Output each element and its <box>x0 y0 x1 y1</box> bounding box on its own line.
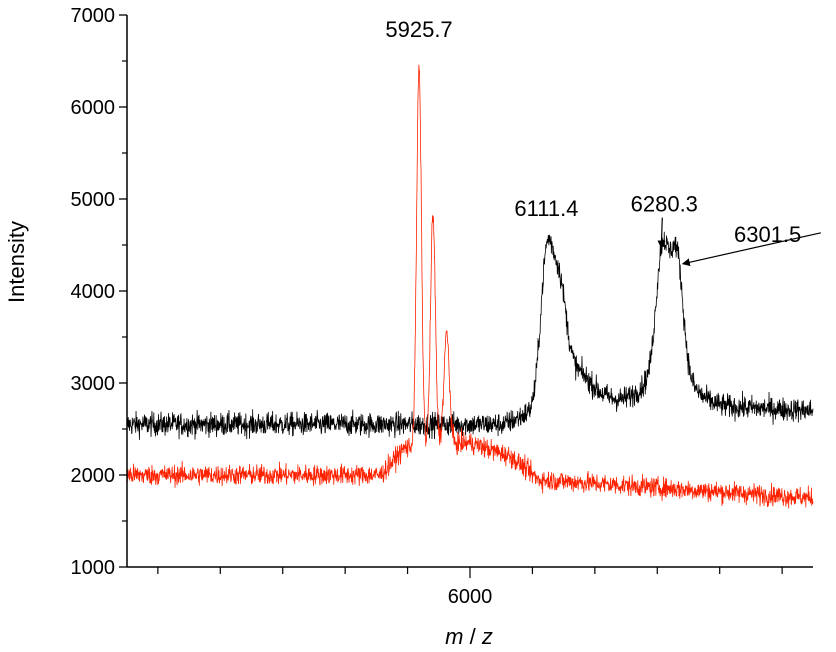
y-tick-label: 1000 <box>71 557 116 579</box>
x-axis-label: m / z <box>445 624 493 649</box>
x-axis-label-m: m <box>445 624 463 649</box>
y-tick-label: 5000 <box>71 189 116 211</box>
y-tick-label: 6000 <box>71 97 116 119</box>
annotation-arrow <box>657 217 666 249</box>
axes: 1000 2000 3000 4000 5000 6000 7000 6000 <box>71 5 813 608</box>
y-tick-label: 2000 <box>71 465 116 487</box>
peak-label: 6301.5 <box>734 222 801 247</box>
x-axis-label-z: z <box>481 624 493 649</box>
annotation-arrow <box>681 232 821 267</box>
x-tick-label: 6000 <box>448 586 493 608</box>
series-line-red <box>126 64 814 509</box>
peak-label: 6280.3 <box>631 192 698 217</box>
traces <box>126 64 814 509</box>
peak-label: 6111.4 <box>514 196 578 221</box>
series-line-black <box>126 231 814 440</box>
y-axis-label: Intensity <box>4 221 29 303</box>
y-tick-label: 7000 <box>71 5 116 27</box>
peak-label: 5925.7 <box>385 17 452 42</box>
x-axis-label-sep: / <box>463 624 481 649</box>
y-tick-label: 4000 <box>71 281 116 303</box>
annotations: 5925.7 6111.4 6280.3 6301.5 <box>385 17 821 267</box>
y-tick-label: 3000 <box>71 373 116 395</box>
